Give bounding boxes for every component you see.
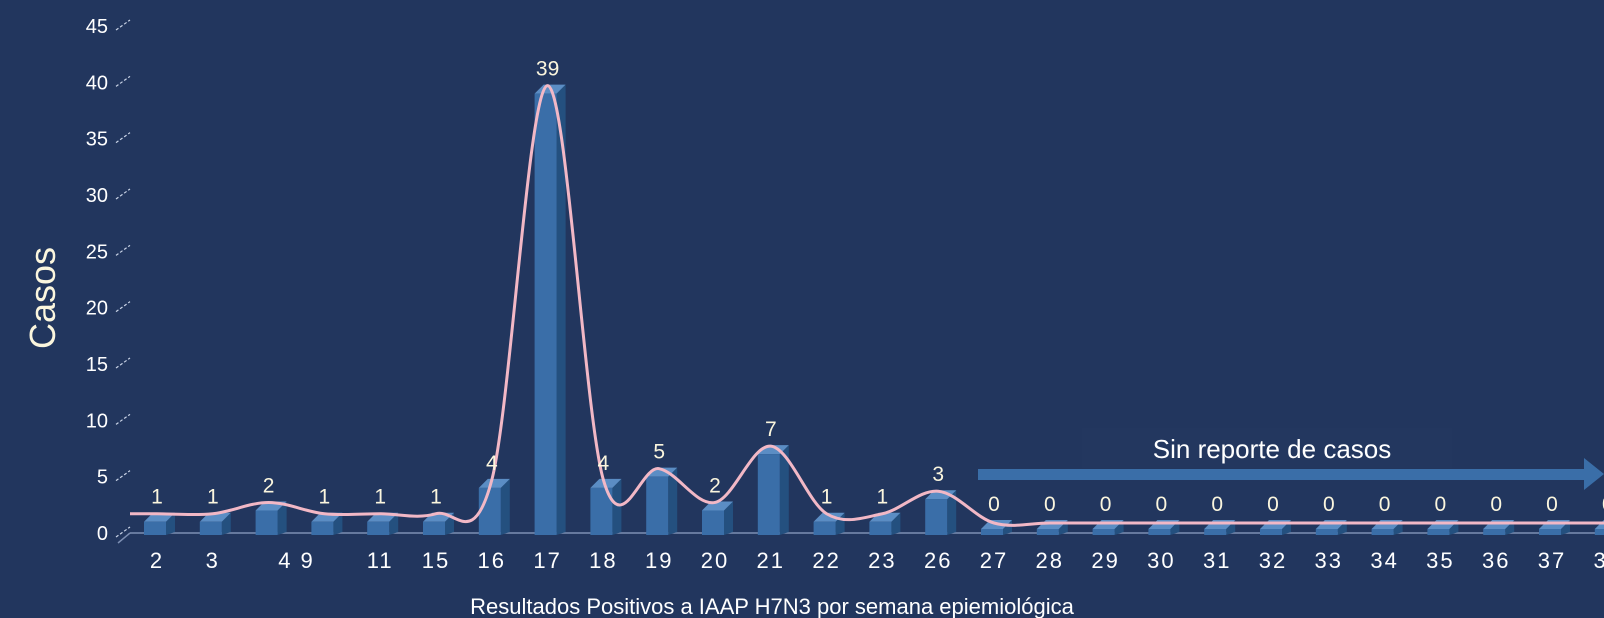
y-tick-mark [115, 75, 131, 87]
data-label: 0 [1100, 493, 1112, 516]
y-tick-label: 20 [86, 298, 108, 320]
data-label: 0 [1267, 493, 1279, 516]
y-tick-label: 40 [86, 72, 108, 94]
data-label: 0 [988, 493, 1000, 516]
x-tick-label: 30 [1147, 548, 1175, 573]
data-label: 0 [1044, 493, 1056, 516]
y-tick-mark [115, 301, 131, 313]
data-label: 2 [709, 474, 721, 497]
y-tick-labels: 0 5 10 15 20 25 30 35 40 45 [86, 16, 131, 545]
data-label: 1 [374, 486, 386, 509]
data-label: 3 [932, 463, 944, 486]
x-tick-label: 26 [924, 548, 952, 573]
y-tick-mark [115, 244, 131, 256]
data-label: 0 [1156, 493, 1168, 516]
y-tick-mark [115, 470, 131, 482]
data-label: 0 [1546, 493, 1558, 516]
bar [144, 512, 175, 535]
no-report-annotation: Sin reporte de casos [978, 428, 1604, 490]
data-label: 4 [486, 452, 498, 475]
x-tick-label: 15 [422, 548, 450, 573]
bar [199, 512, 231, 535]
y-tick-mark [115, 413, 131, 425]
data-label: 7 [765, 418, 777, 441]
x-tick-label: 18 [589, 548, 617, 573]
x-tick-label: 19 [645, 548, 673, 573]
x-tick-label: 4 9 [278, 548, 315, 573]
x-tick-label: 37 [1538, 548, 1566, 573]
x-tick-label: 11 [367, 548, 394, 573]
bar [925, 490, 957, 535]
x-tick-label: 22 [812, 548, 840, 573]
annotation-arrow-head [1584, 458, 1604, 490]
x-tick-label: 20 [701, 548, 729, 573]
x-tick-label: 33 [1315, 548, 1343, 573]
y-tick-label: 25 [86, 241, 108, 263]
y-tick-label: 10 [86, 410, 108, 432]
y-tick-label: 35 [86, 129, 108, 151]
x-tick-label: 23 [868, 548, 896, 573]
annotation-box [1082, 428, 1452, 468]
y-tick-mark [115, 357, 131, 369]
data-label: 1 [877, 486, 889, 509]
data-label: 0 [1379, 493, 1391, 516]
y-tick-label: 15 [86, 354, 108, 376]
data-label: 0 [1211, 493, 1223, 516]
y-tick-label: 45 [86, 16, 108, 38]
x-tick-label: 2 [150, 548, 164, 573]
x-tick-label: 21 [757, 548, 785, 573]
x-tick-label: 31 [1203, 548, 1231, 573]
data-label: 1 [151, 486, 163, 509]
x-tick-label: 32 [1259, 548, 1287, 573]
x-tick-label: 38 [1594, 548, 1604, 573]
x-tick-label: 3 [206, 548, 220, 573]
data-label: 0 [1602, 493, 1604, 516]
data-label: 1 [821, 486, 833, 509]
x-tick-label: 36 [1482, 548, 1510, 573]
bar [367, 512, 399, 535]
bar [590, 478, 622, 535]
y-tick-mark [115, 19, 131, 31]
data-label: 4 [598, 452, 610, 475]
y-tick-label: 5 [97, 467, 108, 489]
data-label: 2 [263, 474, 275, 497]
data-label: 1 [319, 486, 331, 509]
bar [255, 501, 287, 535]
y-tick-mark [115, 132, 131, 144]
y-tick-label: 0 [97, 523, 108, 545]
x-tick-label: 29 [1091, 548, 1119, 573]
x-tick-label: 28 [1036, 548, 1064, 573]
y-tick-mark [115, 188, 131, 200]
annotation-arrow-shaft [978, 469, 1590, 480]
x-tick-label: 16 [478, 548, 506, 573]
x-axis-label: Resultados Positivos a IAAP H7N3 por sem… [470, 594, 1074, 618]
y-tick-mark [115, 526, 131, 538]
axis-corner [117, 532, 131, 544]
data-labels: 1 1 2 1 1 1 4 39 4 5 2 7 1 1 3 0 0 0 0 0 0 0 0 0 0 0 0 [151, 58, 1604, 516]
data-label: 0 [1490, 493, 1502, 516]
bar [646, 467, 678, 535]
y-tick-label: 30 [86, 185, 108, 207]
data-label: 0 [1435, 493, 1447, 516]
x-tick-label: 27 [980, 548, 1008, 573]
bar [534, 84, 566, 535]
data-label: 5 [653, 441, 665, 464]
bar [311, 512, 343, 535]
bar [702, 501, 733, 535]
background-streaks [130, 13, 1604, 419]
y-axis-label: Casos [22, 247, 63, 349]
annotation-text: Sin reporte de casos [1153, 434, 1391, 464]
data-label: 39 [536, 58, 559, 81]
data-label: 1 [430, 486, 442, 509]
x-tick-label: 17 [533, 548, 561, 573]
data-label: 1 [207, 486, 219, 509]
bar [757, 445, 789, 535]
trend-line [130, 84, 1604, 527]
x-tick-label: 34 [1370, 548, 1398, 573]
x-tick-label: 35 [1426, 548, 1454, 573]
data-label: 0 [1323, 493, 1335, 516]
